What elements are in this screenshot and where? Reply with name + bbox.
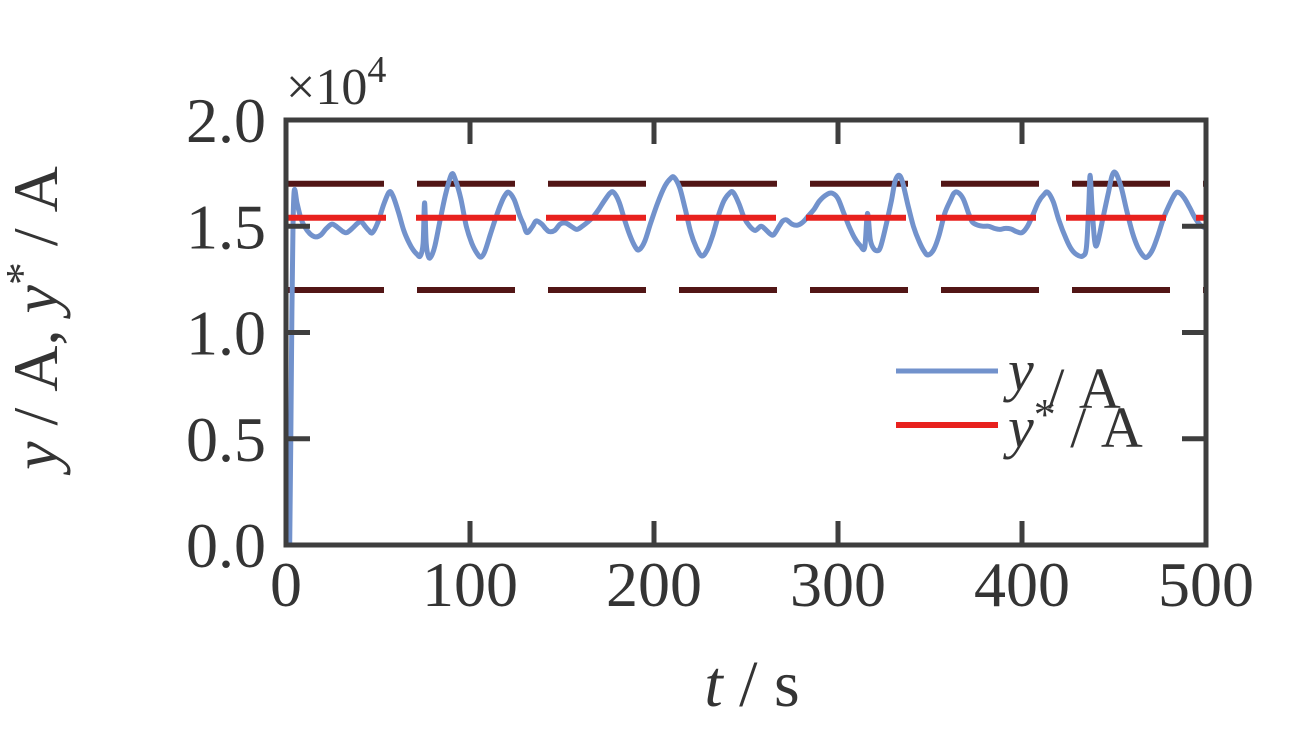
x-tick-label: 200 [606,549,702,620]
x-tick-label: 300 [790,549,886,620]
y-tick-label: 1.5 [186,191,266,262]
bound-lines-layer [286,180,1206,293]
series-layer [287,169,1206,545]
y-tick-label: 2.0 [186,85,266,156]
y-axis-offset-label: ×104 [286,49,386,116]
legend-label-y-star: y* / A [1003,390,1143,460]
x-tick-label: 100 [422,549,518,620]
y-axis-label: y / A, y* / A [0,166,71,476]
axes-box [283,117,1209,548]
x-tick-label: 400 [974,549,1070,620]
y-tick-labels: 0.0 0.5 1.0 1.5 2.0 [186,85,266,581]
y-tick-label: 0.0 [186,510,266,581]
x-tick-label: 0 [270,549,302,620]
y-tick-label: 1.0 [186,298,266,369]
legend: y / A y* / A [896,338,1143,460]
series-curve-y-a [287,169,1206,545]
legend-label-y: y / A [1003,338,1121,421]
x-tick-label: 500 [1158,549,1254,620]
x-axis-label: t / s [704,648,799,721]
x-tick-labels: 0 100 200 300 400 500 [270,549,1254,620]
y-tick-label: 0.5 [186,404,266,475]
